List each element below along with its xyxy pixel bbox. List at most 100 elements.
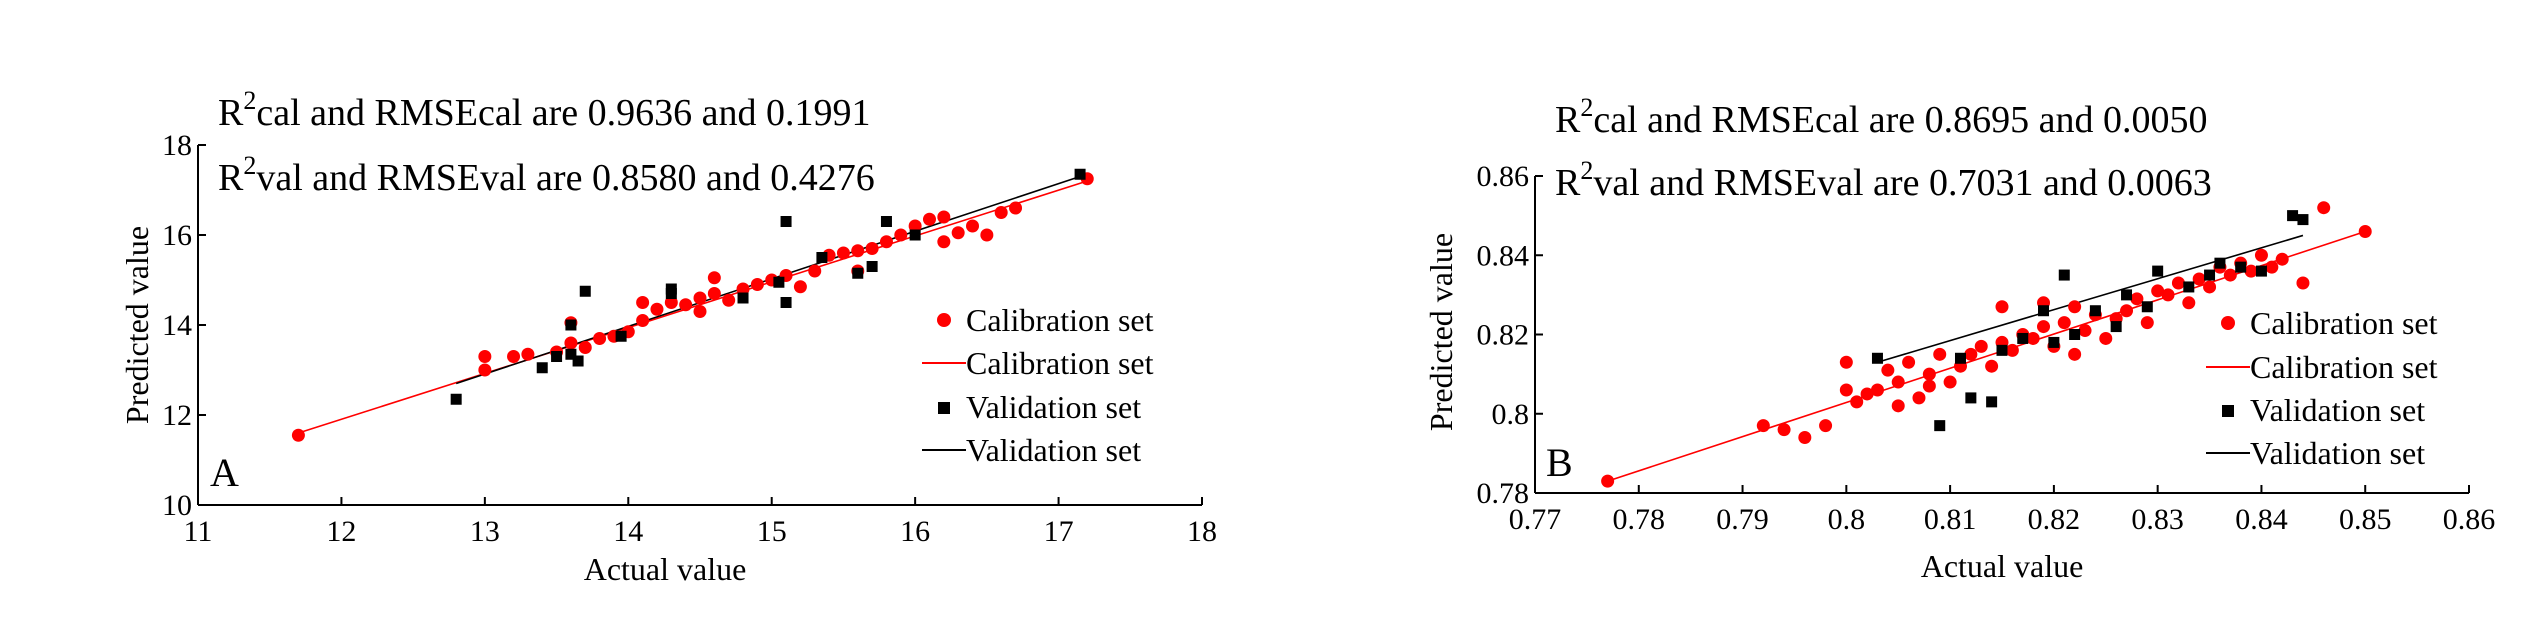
panel-b-validation-point	[1934, 420, 1946, 432]
panel-b-validation-point	[1954, 352, 1966, 364]
panel-a-calibration-fit-line	[298, 180, 1088, 434]
panel-b-calibration-point	[2192, 272, 2206, 286]
panel-b-label: B	[1546, 440, 1573, 485]
panel-a-calibration-point	[722, 293, 736, 307]
panel-a-validation-point	[780, 216, 792, 227]
panel-a-calibration-point	[693, 305, 707, 318]
panel-b-x-tick-label: 0.86	[2443, 503, 2496, 536]
panel-b-y-tick-label: 0.82	[1477, 319, 1530, 352]
panel-b-calibration-point	[2223, 268, 2237, 282]
panel-a-y-tick-label: 18	[162, 129, 192, 162]
panel-a-validation-point	[579, 285, 591, 297]
panel-a-calibration-point	[951, 226, 965, 240]
panel-a-label: A	[210, 450, 239, 495]
panel-a-legend-cal-points: Calibration set	[966, 302, 1154, 338]
panel-a-calibration-point	[664, 296, 678, 309]
panel-b-calibration-point	[1860, 387, 1874, 401]
panel-b-calibration-point	[2265, 260, 2279, 274]
panel-a-validation-point	[665, 283, 677, 295]
panel-b-calibration-point	[2275, 252, 2289, 266]
panel-a-x-tick-label: 15	[757, 515, 787, 548]
panel-a-x-label: Actual value	[584, 551, 747, 587]
panel-a-x-ticks: 11 12 13 14 15 16 17 18	[184, 497, 1217, 548]
panel-b-x-tick-label: 0.81	[1924, 503, 1977, 536]
panel-a-validation-point	[565, 319, 577, 331]
panel-b-validation-point	[2017, 332, 2029, 344]
panel-b-fit-lines	[1607, 230, 2366, 482]
panel-b-calibration-point	[2005, 343, 2019, 357]
panel-b-legend: Calibration set Calibration set Validati…	[2206, 305, 2438, 471]
panel-b-annotation-val: R2val and RMSEval are 0.7031 and 0.0063	[1555, 156, 2212, 204]
panel-a-legend: Calibration set Calibration set Validati…	[922, 302, 1154, 468]
panel-b-validation-point	[2058, 269, 2070, 281]
panel-a-calibration-point	[793, 280, 807, 294]
panel-b-calibration-point	[1870, 383, 1884, 397]
panel-b-x-tick-label: 0.82	[2028, 503, 2081, 536]
panel-a-calibration-point	[908, 219, 922, 233]
panel-b-x-ticks: 0.77 0.78 0.79 0.8 0.81 0.82 0.83 0.84 0.85 0.86	[1509, 485, 2496, 536]
panel-b-x-label: Actual value	[1921, 548, 2084, 584]
panel-a-data-points	[291, 168, 1094, 442]
panel-b-calibration-point	[1985, 359, 1999, 373]
panel-a-legend-cal-marker	[937, 313, 951, 327]
panel-b-legend-cal-line: Calibration set	[2250, 349, 2438, 385]
panel-a-validation-point	[880, 216, 892, 227]
panel-b-x-tick-label: 0.77	[1509, 503, 1562, 536]
panel-a-calibration-point	[636, 314, 650, 327]
panel-a-x-tick-label: 14	[613, 515, 643, 548]
panel-a-calibration-point	[937, 235, 951, 249]
panel-b-calibration-point	[1891, 399, 1905, 413]
panel-a-calibration-point	[679, 298, 693, 312]
panel-a-calibration-point	[578, 341, 592, 354]
panel-b-x-tick-label: 0.83	[2131, 503, 2184, 536]
panel-b-y-tick-label: 0.84	[1477, 239, 1530, 272]
panel-a-y-tick-label: 10	[162, 489, 192, 522]
panel-b-validation-point	[2038, 305, 2050, 317]
panel-b-validation-point	[2048, 336, 2060, 348]
panel-a-validation-point	[852, 267, 864, 279]
panel-a-annotation-val: R2val and RMSEval are 0.8580 and 0.4276	[218, 151, 875, 199]
panel-b-x-tick-label: 0.8	[1828, 503, 1866, 536]
panel-a-calibration-point	[593, 332, 607, 345]
panel-a-legend-val-line: Validation set	[966, 432, 1141, 468]
panel-a-validation-point	[1074, 168, 1086, 180]
panel-b-validation-point	[2287, 210, 2299, 222]
panel-a-validation-point	[816, 252, 828, 263]
panel-b-calibration-point	[1839, 355, 1853, 369]
panel-b-validation-point	[2141, 301, 2153, 313]
panel-b-calibration-point	[2099, 331, 2113, 345]
panel-a-calibration-point	[851, 244, 865, 258]
panel-b-validation-point	[1871, 352, 1883, 364]
panel-a-calibration-point	[650, 302, 664, 316]
panel-a-calibration-point	[980, 228, 994, 242]
panel-b-calibration-point	[1777, 423, 1791, 437]
panel-a-legend-val-marker	[938, 402, 950, 414]
panel-b-legend-val-line: Validation set	[2250, 435, 2425, 471]
panel-b-calibration-point	[2317, 201, 2331, 215]
panel-b-validation-point	[1986, 396, 1998, 408]
panel-b-legend-cal-points: Calibration set	[2250, 305, 2438, 341]
panel-b-y-ticks: 0.78 0.8 0.82 0.84 0.86	[1477, 160, 1543, 510]
panel-a-calibration-point	[521, 347, 535, 361]
panel-b-x-tick-label: 0.78	[1613, 503, 1666, 536]
panel-a-validation-point	[565, 348, 577, 360]
panel-b-calibration-point	[2151, 284, 2165, 298]
panel-b-validation-fit-line	[1877, 234, 2304, 364]
panel-a-y-tick-label: 16	[162, 219, 192, 252]
panel-a-validation-point	[737, 292, 749, 304]
panel-b-calibration-point	[2171, 276, 2185, 290]
panel-a-y-ticks: 10 12 14 16 18	[162, 129, 206, 522]
panel-b-calibration-point	[2130, 292, 2144, 306]
panel-b-validation-point	[2204, 269, 2216, 281]
panel-a-x-tick-label: 13	[470, 515, 500, 548]
panel-b-calibration-point	[1995, 300, 2009, 314]
panel-b-validation-point	[1965, 392, 1977, 404]
panel-b-calibration-point	[2068, 300, 2082, 314]
panel-b-validation-point	[2297, 214, 2309, 226]
panel-b-calibration-point	[1933, 347, 1947, 361]
panel-b-calibration-point	[1819, 419, 1833, 433]
panel-a-calibration-point	[693, 291, 707, 305]
panel-b-legend-cal-marker	[2221, 316, 2235, 330]
panel-b-legend-val-marker	[2222, 405, 2234, 417]
panel-b-x-tick-label: 0.84	[2235, 503, 2288, 536]
